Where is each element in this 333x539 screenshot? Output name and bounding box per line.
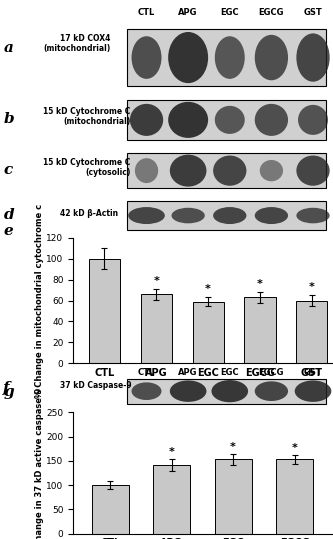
Ellipse shape (255, 104, 288, 136)
Bar (244, 298, 276, 363)
Ellipse shape (170, 381, 206, 402)
Ellipse shape (132, 382, 162, 400)
Ellipse shape (213, 207, 246, 224)
Ellipse shape (255, 382, 288, 401)
Ellipse shape (170, 155, 206, 186)
Text: g: g (3, 385, 14, 399)
Ellipse shape (130, 104, 163, 136)
Ellipse shape (211, 380, 248, 402)
Ellipse shape (298, 105, 328, 135)
Text: 17 kD COX4
(mitochondrial): 17 kD COX4 (mitochondrial) (43, 34, 111, 53)
Text: GST: GST (304, 368, 322, 377)
Text: *: * (292, 443, 297, 453)
FancyBboxPatch shape (127, 202, 326, 230)
FancyBboxPatch shape (127, 378, 326, 404)
Y-axis label: % Change in 37 kD active caspase-9: % Change in 37 kD active caspase-9 (35, 388, 44, 539)
Text: APG: APG (178, 8, 198, 17)
Ellipse shape (168, 32, 208, 83)
Bar (192, 302, 224, 363)
Bar (215, 459, 251, 534)
Text: c: c (3, 163, 13, 177)
Ellipse shape (135, 158, 158, 183)
Bar (92, 485, 129, 534)
Text: EGC: EGC (220, 368, 239, 377)
Text: b: b (3, 112, 14, 126)
Text: *: * (230, 441, 236, 452)
Y-axis label: % Change in mitochondrial cytochrome c: % Change in mitochondrial cytochrome c (35, 204, 44, 398)
Ellipse shape (255, 207, 288, 224)
Text: APG: APG (178, 368, 198, 377)
Text: f: f (3, 381, 10, 395)
Ellipse shape (132, 36, 162, 79)
Text: *: * (257, 279, 263, 289)
Bar (296, 301, 327, 363)
Text: 42 kD β-Actin: 42 kD β-Actin (60, 209, 118, 218)
Ellipse shape (296, 33, 330, 82)
Ellipse shape (296, 208, 330, 223)
Text: 15 kD Cytochrome C
(mitochondrial): 15 kD Cytochrome C (mitochondrial) (43, 107, 131, 126)
Text: 15 kD Cytochrome C
(cytosolic): 15 kD Cytochrome C (cytosolic) (43, 158, 131, 177)
Text: a: a (3, 41, 13, 55)
Text: EGCG: EGCG (259, 8, 284, 17)
Text: EGC: EGC (220, 8, 239, 17)
Text: *: * (169, 447, 174, 457)
Text: CTL: CTL (138, 368, 155, 377)
Bar (141, 294, 172, 363)
Ellipse shape (255, 35, 288, 80)
FancyBboxPatch shape (127, 100, 326, 140)
Ellipse shape (171, 208, 205, 223)
Text: GST: GST (304, 8, 322, 17)
Ellipse shape (296, 156, 330, 186)
Text: *: * (153, 276, 159, 286)
Text: *: * (309, 282, 315, 292)
Ellipse shape (295, 381, 331, 402)
Ellipse shape (215, 106, 245, 134)
Text: d: d (3, 208, 14, 222)
Bar (89, 259, 120, 363)
FancyBboxPatch shape (127, 153, 326, 189)
Text: EGCG: EGCG (259, 368, 284, 377)
Bar (276, 459, 313, 534)
Text: 37 kD Caspase-9: 37 kD Caspase-9 (60, 381, 132, 390)
Ellipse shape (260, 160, 283, 181)
Text: e: e (3, 224, 13, 238)
Ellipse shape (213, 156, 246, 186)
Bar (153, 465, 190, 534)
Ellipse shape (215, 36, 245, 79)
Text: *: * (205, 285, 211, 294)
Ellipse shape (128, 207, 165, 224)
FancyBboxPatch shape (127, 29, 326, 86)
Text: CTL: CTL (138, 8, 155, 17)
Ellipse shape (168, 102, 208, 138)
